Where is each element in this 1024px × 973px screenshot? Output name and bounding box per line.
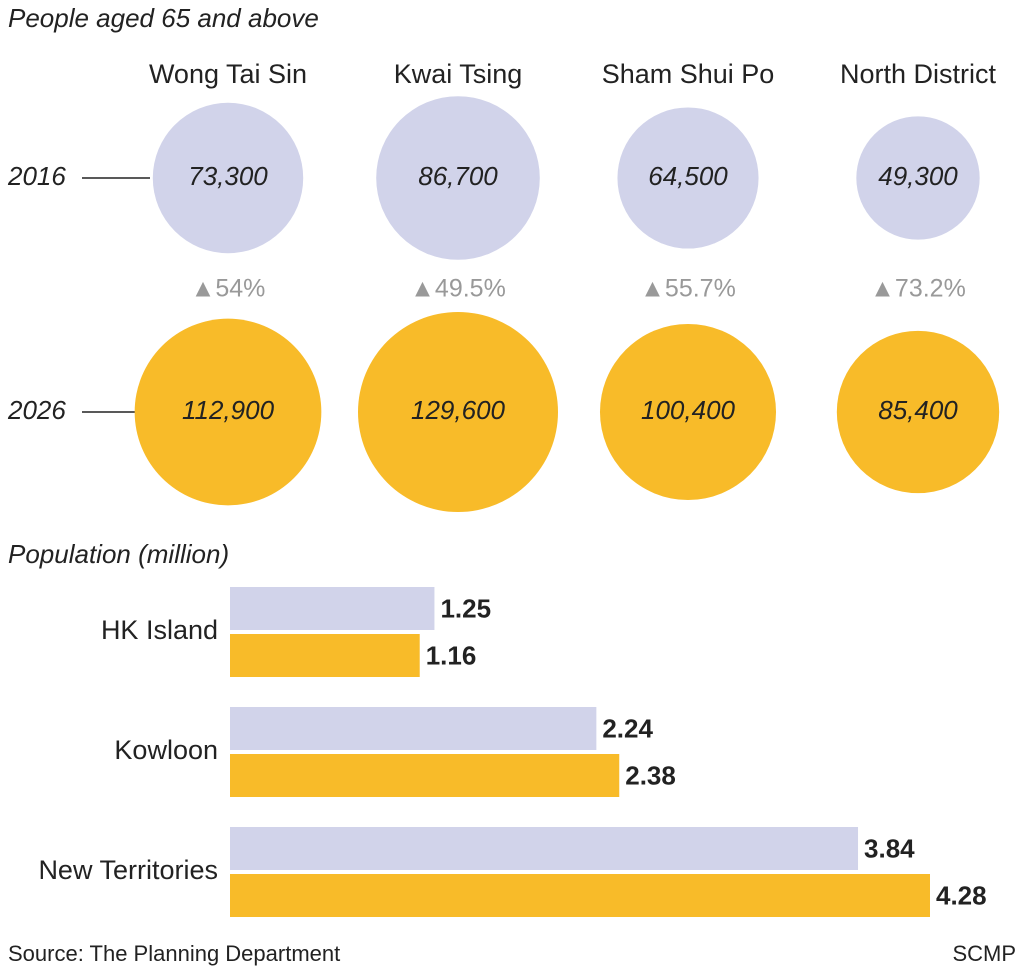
category-label: Kowloon	[114, 735, 218, 765]
value-label: 86,700	[418, 161, 498, 191]
bar	[230, 754, 620, 797]
source: Source: The Planning Department	[8, 941, 340, 966]
value-label: 129,600	[411, 395, 506, 425]
bar	[230, 874, 930, 917]
change-label: ▲73.2%	[870, 275, 966, 303]
bar	[230, 634, 420, 677]
chart-title: Population (million)	[8, 539, 229, 569]
bubble	[599, 323, 777, 501]
bubble	[152, 102, 304, 254]
value-label: 1.16	[426, 640, 477, 670]
change-label: ▲55.7%	[640, 275, 736, 303]
category-label: HK Island	[101, 615, 218, 645]
value-label: 3.84	[864, 833, 915, 863]
category-label: Wong Tai Sin	[149, 59, 307, 89]
value-label: 4.28	[936, 880, 987, 910]
credit: SCMP	[952, 941, 1016, 966]
series-label: 2016	[7, 161, 66, 191]
value-label: 85,400	[878, 395, 958, 425]
bar	[230, 827, 859, 870]
bubble	[376, 96, 540, 260]
bubble	[134, 318, 322, 506]
bubble	[856, 116, 980, 240]
change-label: ▲54%	[191, 275, 266, 303]
value-label: 2.24	[602, 713, 653, 743]
bar	[230, 707, 597, 750]
value-label: 100,400	[641, 395, 736, 425]
value-label: 1.25	[440, 593, 491, 623]
bubble	[617, 107, 759, 249]
value-label: 2.38	[625, 760, 676, 790]
bubble	[358, 312, 558, 512]
change-label: ▲49.5%	[410, 275, 506, 303]
value-label: 64,500	[648, 161, 728, 191]
bubble	[836, 330, 1000, 494]
category-label: Sham Shui Po	[602, 59, 775, 89]
chart-title: People aged 65 and above	[8, 3, 319, 33]
value-label: 49,300	[878, 161, 958, 191]
series-label: 2026	[7, 395, 66, 425]
category-label: Kwai Tsing	[394, 59, 523, 89]
value-label: 112,900	[182, 395, 275, 425]
value-label: 73,300	[188, 161, 268, 191]
bar	[230, 587, 435, 630]
category-label: New Territories	[38, 855, 218, 885]
category-label: North District	[840, 59, 997, 89]
